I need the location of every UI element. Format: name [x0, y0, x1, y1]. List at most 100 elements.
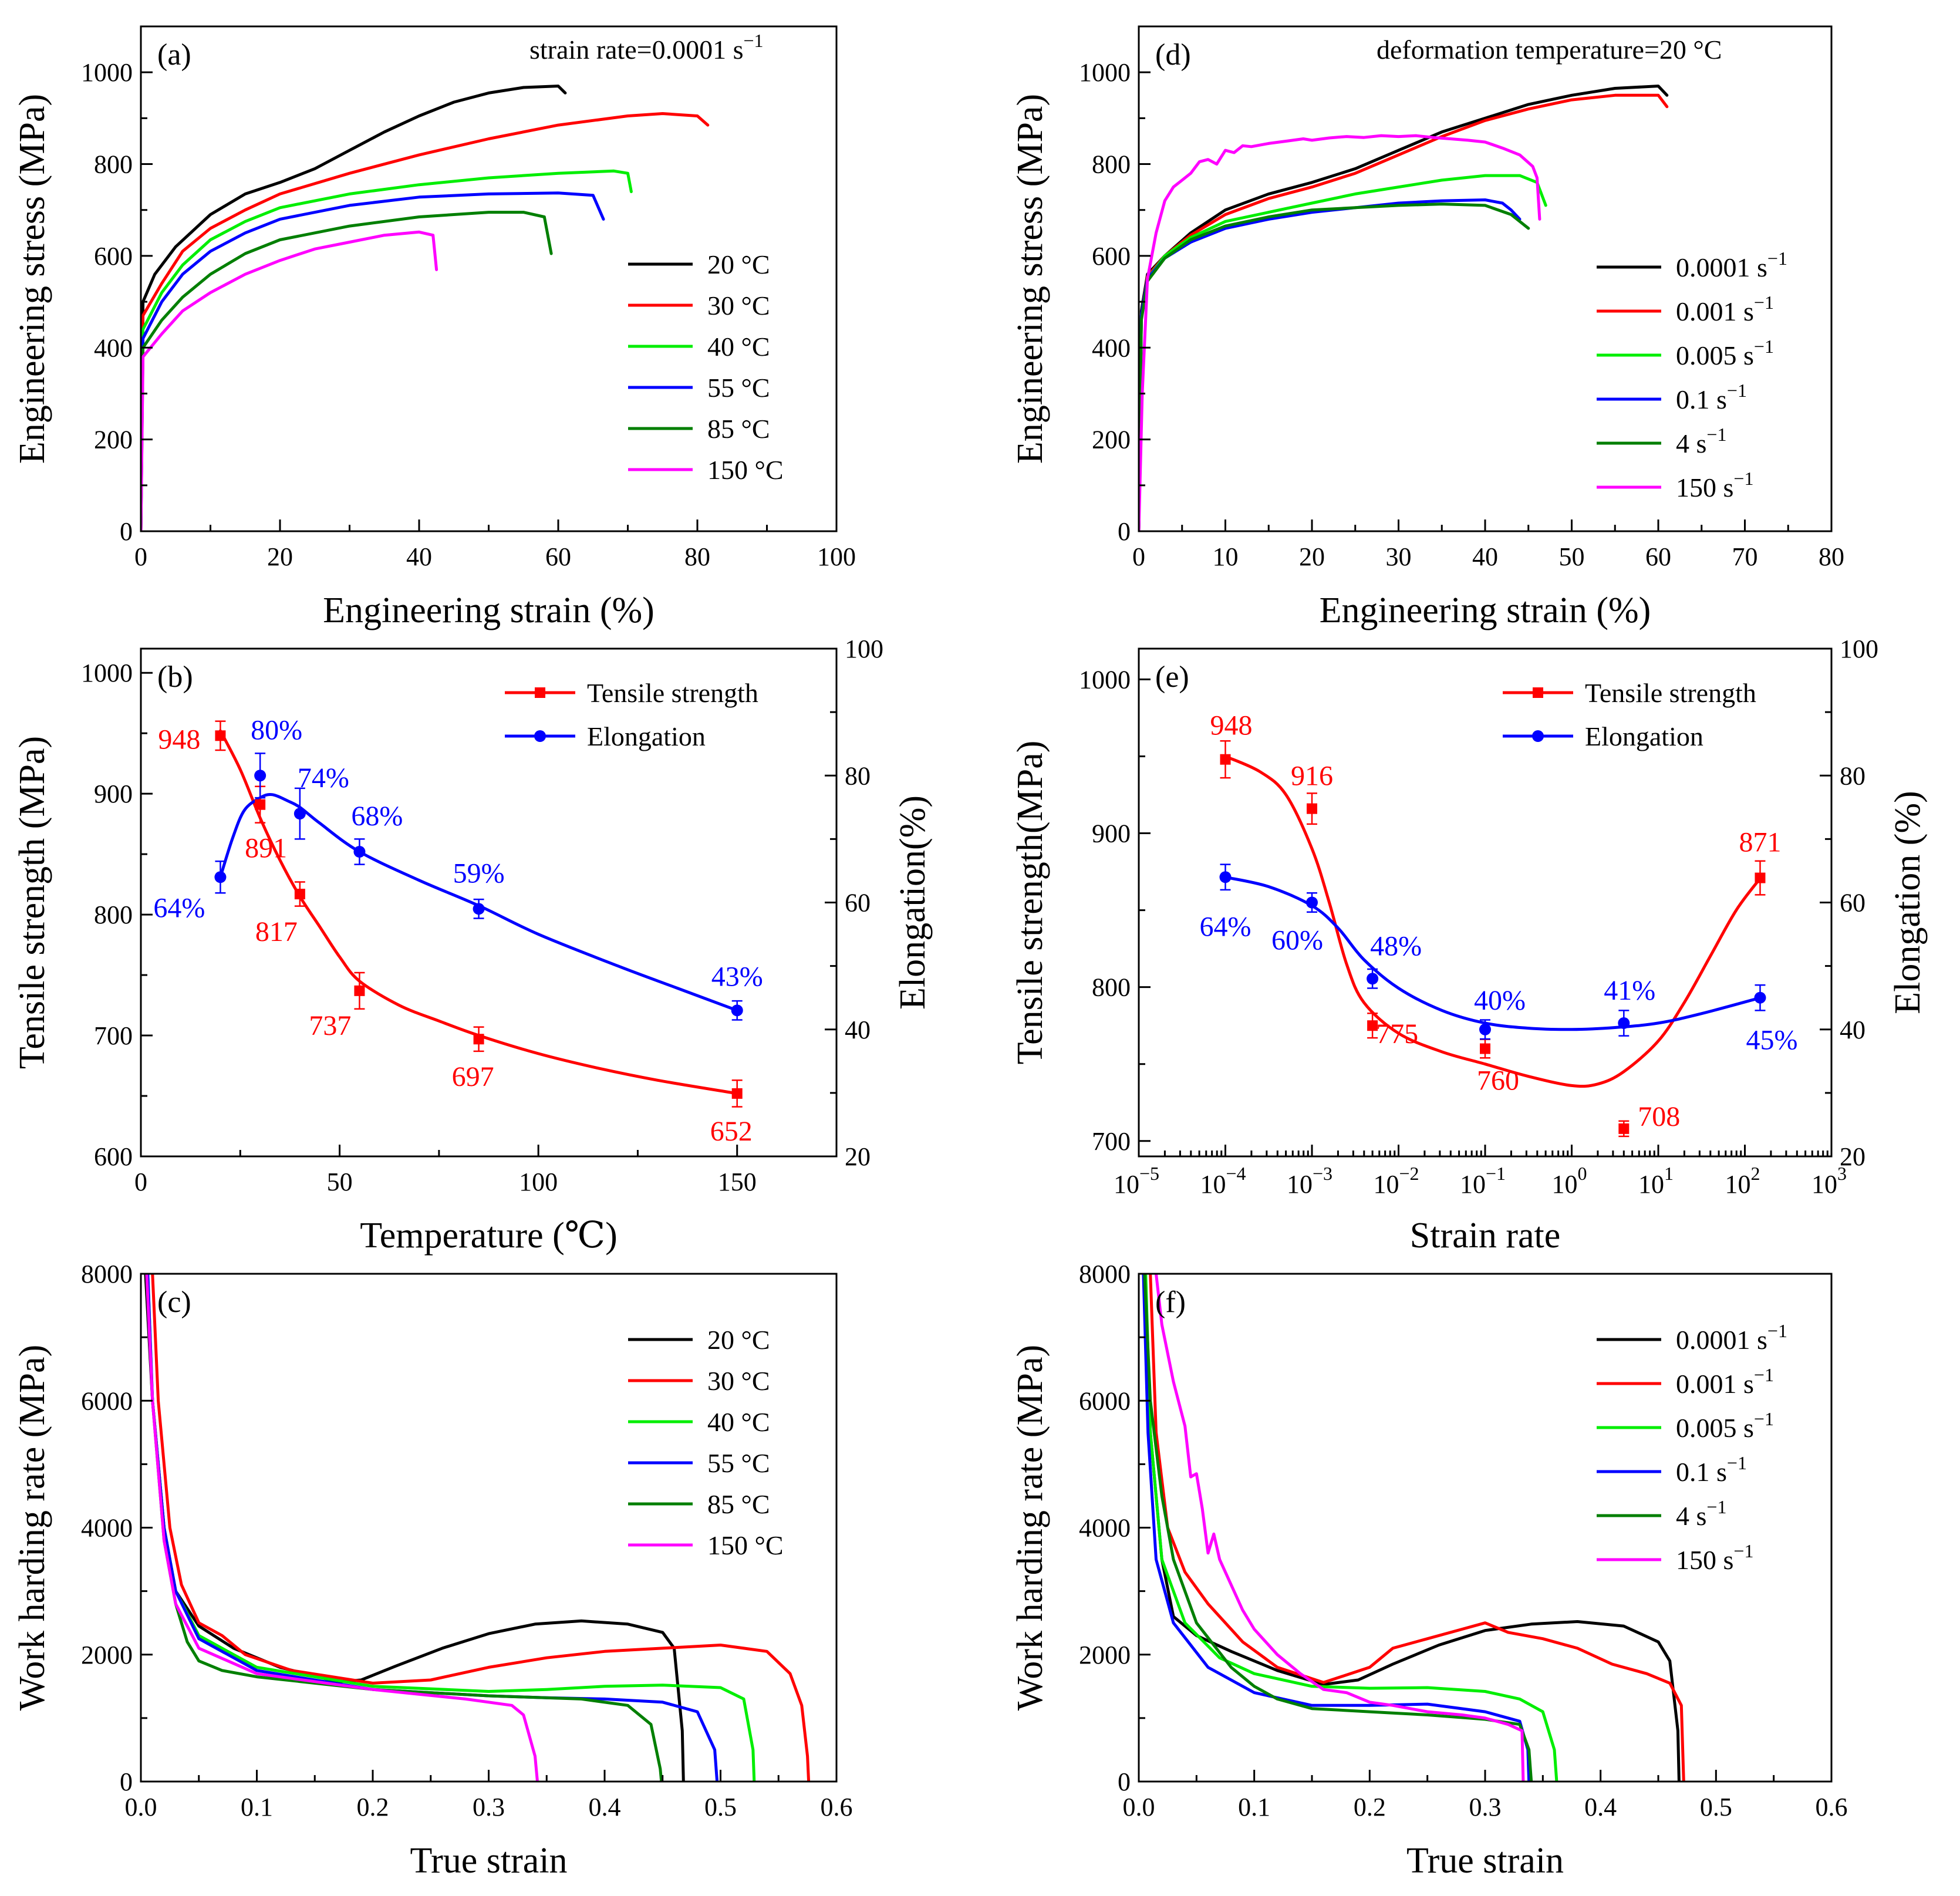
data-label: 697	[452, 1061, 494, 1092]
y-tick-label: 2000	[1079, 1641, 1131, 1669]
y-tick-label: 0	[120, 517, 133, 546]
x-tick-exp: −1	[1486, 1163, 1506, 1184]
panel-label: (b)	[157, 660, 193, 694]
x-tick-label: 10−3	[1287, 1163, 1332, 1199]
x-tick-label: 0.1	[241, 1793, 273, 1821]
x-tick-label: 10−5	[1114, 1163, 1159, 1199]
x-tick-label: 40	[1472, 542, 1498, 571]
data-point	[1220, 754, 1231, 765]
x-tick-exp: 1	[1664, 1163, 1674, 1184]
y-tick-label: 1000	[81, 659, 133, 687]
series-line	[1143, 1274, 1533, 1782]
legend-sup: −1	[1706, 1496, 1726, 1517]
x-tick-label: 102	[1725, 1163, 1760, 1199]
x-tick-label: 10−2	[1373, 1163, 1419, 1199]
panel-label: (a)	[157, 38, 191, 72]
series-line	[146, 1274, 756, 1782]
y-tick-label: 0	[1118, 1767, 1131, 1796]
x-tick-label: 0.1	[1238, 1793, 1270, 1821]
x-axis-label: Engineering strain (%)	[323, 591, 655, 630]
y2-axis-label: Elongation(%)	[893, 795, 933, 1010]
legend-label: 40 °C	[707, 1407, 770, 1437]
data-label: 64%	[153, 892, 205, 923]
data-label: 64%	[1200, 911, 1251, 942]
data-point	[1307, 803, 1317, 814]
y-tick-label: 6000	[1079, 1386, 1131, 1415]
legend-marker	[535, 687, 545, 698]
y-tick-label: 2000	[81, 1641, 133, 1669]
x-tick-label: 40	[406, 542, 432, 571]
y2-axis-label: Elongation (%)	[1888, 791, 1928, 1014]
data-label: 817	[255, 916, 298, 947]
legend-label: 150 °C	[707, 455, 784, 485]
data-label: 48%	[1370, 930, 1422, 962]
y-tick-label: 600	[94, 1142, 133, 1171]
legend-marker	[534, 730, 546, 742]
data-point	[1367, 973, 1379, 985]
legend-label: 4 s−1	[1676, 1496, 1726, 1531]
y-tick-label: 8000	[81, 1260, 133, 1288]
panel-label: (e)	[1155, 660, 1189, 694]
data-label: 45%	[1746, 1025, 1797, 1056]
data-point	[294, 808, 306, 820]
y-tick-label: 4000	[1079, 1514, 1131, 1543]
panel-note: strain rate=0.0001 s−1	[529, 30, 764, 65]
x-tick-exp: −4	[1226, 1163, 1246, 1184]
series-line	[145, 1274, 663, 1782]
y-tick-label: 400	[94, 333, 133, 362]
legend-label: 150 s−1	[1676, 468, 1753, 502]
x-tick-label: 50	[1559, 542, 1585, 571]
data-point	[214, 871, 227, 883]
legend-label: 0.0001 s−1	[1676, 248, 1787, 282]
data-label: 74%	[298, 763, 349, 794]
x-tick-label: 101	[1638, 1163, 1674, 1199]
x-tick-label: 30	[1386, 542, 1412, 571]
y-tick-label: 1000	[81, 58, 133, 87]
data-point	[1306, 896, 1318, 909]
panel-c: 0.0 0.1 0.2 0.3 0.4 0.5 0.6 0 2000 4000 6000 8000 Tr…	[12, 1260, 853, 1881]
y2-tick-label: 80	[1840, 761, 1865, 790]
y2-tick-label: 60	[845, 889, 871, 917]
x-tick-label: 70	[1732, 542, 1758, 571]
x-tick-label: 0	[1132, 542, 1145, 571]
x-tick-label: 0.3	[473, 1793, 505, 1821]
data-point	[254, 770, 266, 782]
y-tick-label: 800	[94, 150, 133, 179]
series-line	[1149, 1274, 1685, 1782]
x-axis-label: Engineering strain (%)	[1320, 591, 1651, 630]
series-line	[1144, 1274, 1558, 1782]
y-tick-label: 700	[1092, 1127, 1131, 1156]
x-tick-exp: 0	[1578, 1163, 1587, 1184]
data-point	[294, 889, 305, 900]
series-line	[1143, 1274, 1681, 1782]
y2-tick-label: 40	[845, 1016, 871, 1044]
data-label: 948	[1210, 710, 1253, 741]
y-tick-label: 200	[1092, 426, 1131, 454]
legend-label: 150 s−1	[1676, 1540, 1753, 1575]
y2-tick-label: 40	[1840, 1016, 1865, 1044]
series-line	[141, 191, 605, 531]
x-tick-label: 10−4	[1200, 1163, 1246, 1199]
panel-label: (f)	[1155, 1286, 1186, 1319]
series-line	[151, 1274, 811, 1782]
y-tick-label: 900	[94, 780, 133, 808]
data-point	[353, 846, 366, 858]
series-line	[1139, 134, 1541, 531]
data-point	[1479, 1023, 1491, 1035]
legend-label: 0.001 s−1	[1676, 292, 1774, 326]
data-label: 708	[1638, 1101, 1680, 1132]
y-axis-label: Engineering stress (MPa)	[12, 94, 52, 464]
legend-marker	[1533, 687, 1543, 698]
data-label: 41%	[1604, 975, 1655, 1006]
legend-label: 0.0001 s−1	[1676, 1320, 1787, 1355]
legend-label: 150 °C	[707, 1530, 784, 1560]
series-line	[144, 1274, 685, 1782]
legend-label: Tensile strength	[1585, 678, 1756, 708]
panel-label: (c)	[157, 1286, 191, 1319]
fit-curve	[1224, 875, 1762, 1031]
y-tick-label: 6000	[81, 1386, 133, 1415]
x-tick-label: 10−1	[1460, 1163, 1506, 1199]
panel-d: 0 10 20 30 40 50 60 70 8002004006008001000Engine…	[1010, 25, 1844, 630]
data-label: 916	[1291, 761, 1333, 792]
